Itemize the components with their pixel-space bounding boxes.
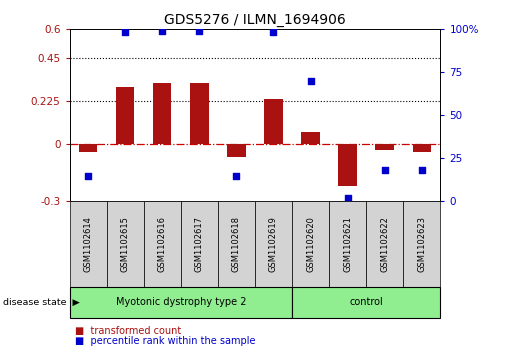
Text: ■  transformed count: ■ transformed count	[75, 326, 181, 336]
Bar	[301, 131, 320, 144]
Point	[121, 29, 129, 35]
Point	[381, 167, 389, 173]
Bar	[190, 83, 209, 144]
Point	[158, 28, 166, 34]
Text: GSM1102622: GSM1102622	[380, 216, 389, 272]
Point	[195, 28, 203, 34]
Text: GSM1102623: GSM1102623	[417, 216, 426, 272]
Bar	[375, 144, 394, 150]
Text: disease state  ▶: disease state ▶	[3, 298, 79, 307]
Bar	[116, 86, 134, 144]
Bar	[338, 144, 357, 186]
Text: GSM1102618: GSM1102618	[232, 216, 241, 272]
Text: ■  percentile rank within the sample: ■ percentile rank within the sample	[75, 336, 255, 346]
Text: GSM1102621: GSM1102621	[343, 216, 352, 272]
Text: GSM1102615: GSM1102615	[121, 216, 130, 272]
Bar	[264, 99, 283, 144]
Text: GSM1102617: GSM1102617	[195, 216, 204, 272]
Bar	[79, 144, 97, 152]
Bar	[153, 83, 171, 144]
Point	[418, 167, 426, 173]
Text: GSM1102620: GSM1102620	[306, 216, 315, 272]
Text: GSM1102616: GSM1102616	[158, 216, 167, 272]
Bar	[413, 144, 431, 152]
Text: Myotonic dystrophy type 2: Myotonic dystrophy type 2	[115, 297, 246, 307]
Point	[232, 173, 241, 179]
Point	[306, 78, 315, 83]
Point	[344, 195, 352, 201]
Text: control: control	[349, 297, 383, 307]
Point	[269, 29, 278, 35]
Bar	[227, 144, 246, 158]
Point	[84, 173, 92, 179]
Text: GSM1102614: GSM1102614	[83, 216, 93, 272]
Title: GDS5276 / ILMN_1694906: GDS5276 / ILMN_1694906	[164, 13, 346, 26]
Text: GSM1102619: GSM1102619	[269, 216, 278, 272]
